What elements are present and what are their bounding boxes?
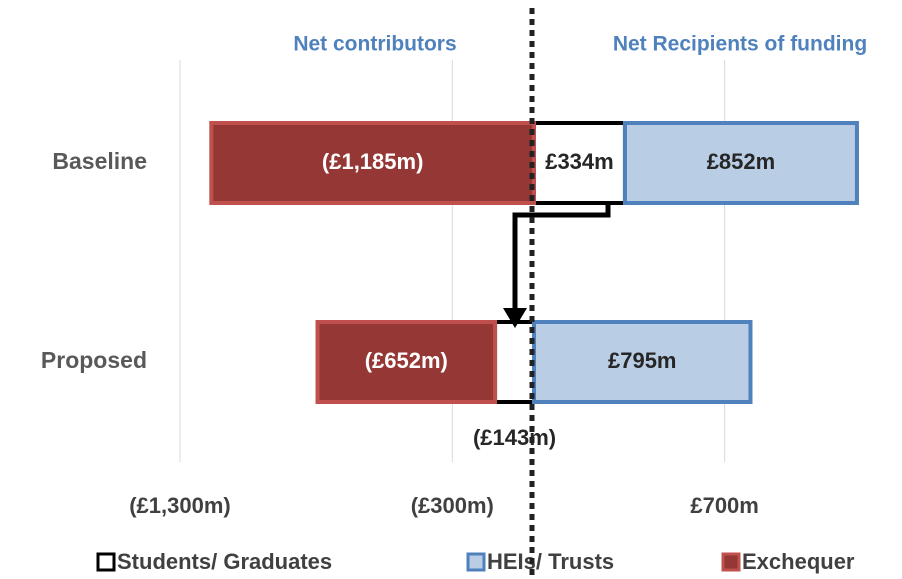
value-label: (£1,185m): [322, 149, 424, 174]
y-tick-label: Proposed: [41, 347, 147, 373]
bar: [622, 121, 859, 205]
annotation: Net Recipients of funding: [613, 33, 867, 56]
legend-swatch: [721, 552, 741, 572]
value-label: £852m: [707, 149, 776, 174]
bar: [315, 320, 498, 404]
legend-label: HEIs/ Trusts: [487, 549, 614, 574]
bar: [532, 320, 753, 404]
bar: [209, 121, 536, 205]
arrow-head: [503, 308, 527, 328]
value-label: £334m: [545, 149, 614, 174]
legend-label: Exchequer: [742, 549, 855, 574]
labels: (£1,300m) (£300m) £700m Baseline £334m £852m (…: [41, 148, 855, 574]
bar: [532, 121, 627, 205]
arrow: [512, 203, 611, 312]
legend-label: Students/ Graduates: [117, 549, 332, 574]
x-tick-label: (£300m): [411, 493, 494, 518]
x-tick-label: £700m: [690, 493, 759, 518]
value-label: (£652m): [365, 348, 448, 373]
bar: [493, 320, 536, 404]
legend-swatch: [96, 552, 116, 572]
value-label: (£143m): [473, 425, 556, 450]
value-label: £795m: [608, 348, 677, 373]
y-tick-label: Baseline: [52, 148, 147, 174]
bars: [209, 121, 859, 404]
legend-swatch: [466, 552, 486, 572]
x-tick-label: (£1,300m): [129, 493, 231, 518]
annotation: Net contributors: [293, 33, 456, 56]
